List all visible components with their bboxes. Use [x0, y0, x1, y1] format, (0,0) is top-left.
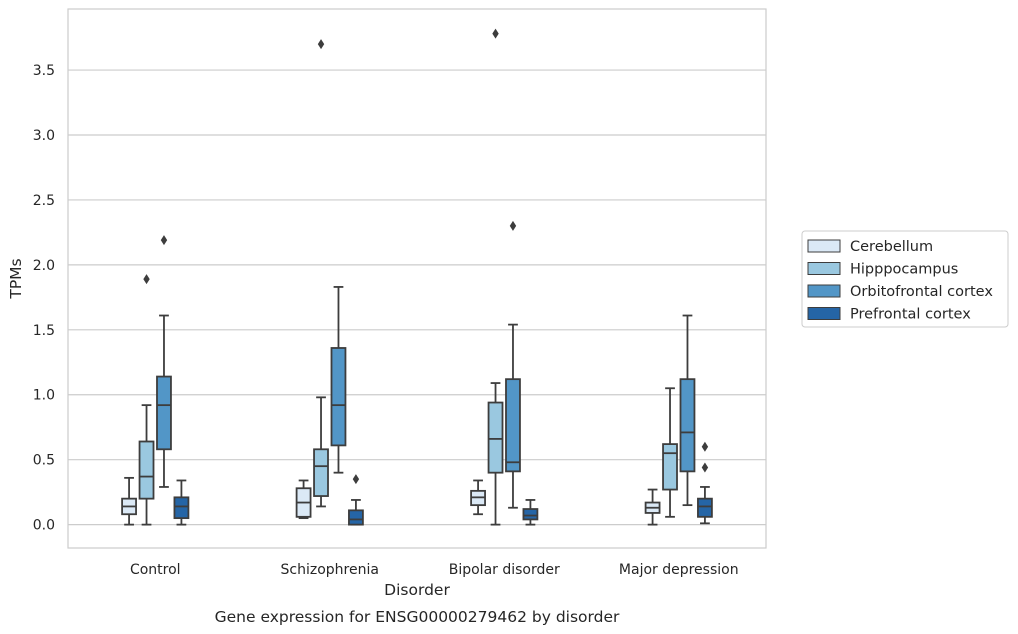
legend-frame [801, 230, 1009, 328]
outlier-point [492, 28, 499, 39]
y-tick-label: 3.0 [33, 128, 55, 144]
outlier-point [143, 274, 150, 285]
outlier-point [701, 462, 709, 473]
box-cerebellum [295, 479, 312, 520]
x-tick-label: Bipolar disorder [449, 562, 560, 578]
box-groups [121, 28, 713, 526]
box-orbitofrontal-cortex [679, 314, 696, 507]
y-axis-title: TPMs [7, 258, 25, 299]
y-tick-label: 3.5 [33, 63, 55, 79]
x-tick-label: Control [130, 562, 181, 578]
box-prefrontal-cortex [173, 479, 190, 526]
box-body [522, 508, 539, 521]
box-cerebellum [470, 479, 486, 516]
box-body [505, 378, 521, 473]
figure-caption: Gene expression for ENSG00000279462 by d… [215, 608, 620, 626]
plot-frame [67, 8, 767, 549]
legend-swatch [807, 284, 841, 298]
outlier-point [317, 39, 325, 50]
box-prefrontal-cortex [697, 441, 713, 525]
box-body [679, 378, 696, 473]
outlier-point [352, 474, 360, 485]
y-tick-label: 2.0 [33, 258, 55, 274]
box-hipppocampus [487, 28, 504, 526]
box-body [173, 496, 190, 520]
y-tick-label: 1.0 [33, 388, 55, 404]
legend-entry-label: Orbitofrontal cortex [850, 284, 993, 300]
legend-entry-label: Hipppocampus [850, 262, 958, 278]
y-tick-label: 1.5 [33, 323, 55, 339]
x-tick-label: Schizophrenia [281, 562, 379, 578]
box-cerebellum [121, 476, 137, 526]
legend-swatch [807, 307, 841, 320]
y-tick-label: 0.0 [33, 518, 55, 534]
legend-entry-label: Cerebellum [850, 239, 933, 255]
box-hipppocampus [662, 387, 678, 518]
legend-swatch [807, 239, 841, 253]
box-body [348, 509, 364, 526]
box-body [138, 440, 155, 500]
gridlines [68, 69, 766, 526]
box-hipppocampus [313, 39, 329, 508]
box-hipppocampus [138, 274, 155, 526]
box-orbitofrontal-cortex [156, 235, 172, 488]
outlier-point [509, 220, 517, 231]
x-axis: Control Schizophrenia Bipolar disorder Majo… [130, 562, 739, 578]
box-body [330, 347, 347, 447]
legend-swatch [807, 262, 841, 275]
y-tick-label: 0.5 [33, 453, 55, 469]
box-orbitofrontal-cortex [505, 220, 521, 509]
box-cerebellum [644, 488, 661, 526]
x-axis-title: Disorder [384, 581, 450, 599]
box-body [697, 497, 713, 518]
box-body [662, 443, 678, 491]
box-body [487, 401, 504, 474]
box-body [313, 448, 329, 497]
box-body [156, 375, 172, 451]
outlier-point [160, 235, 168, 246]
legend: Cerebellum Hipppocampus Orbitofrontal cort… [801, 230, 1009, 328]
legend-entry-label: Prefrontal cortex [850, 307, 971, 323]
box-prefrontal-cortex [348, 474, 364, 526]
box-orbitofrontal-cortex [330, 286, 347, 474]
y-axis: 0.0 0.5 1.0 1.5 2.0 2.5 3.0 3.5 [33, 63, 55, 534]
x-tick-label: Major depression [619, 562, 739, 578]
box-prefrontal-cortex [522, 499, 539, 526]
y-tick-label: 2.5 [33, 193, 55, 209]
outlier-point [701, 441, 709, 452]
